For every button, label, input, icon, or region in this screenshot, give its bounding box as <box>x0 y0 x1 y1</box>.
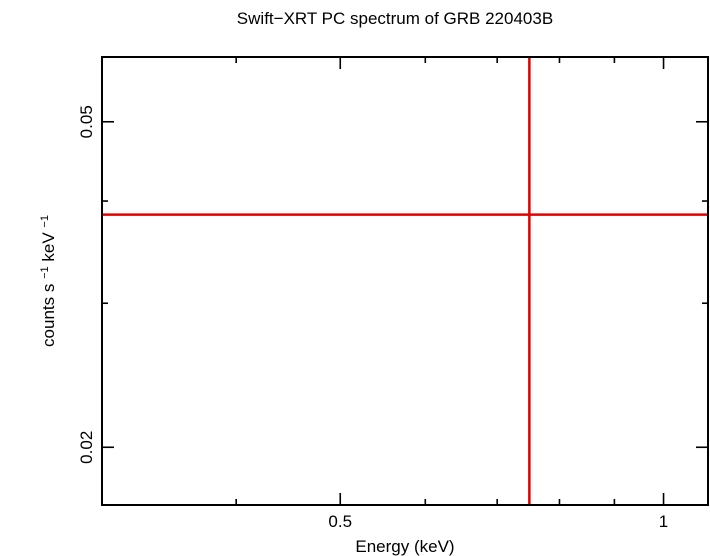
x-axis-label: Energy (keV) <box>355 537 454 556</box>
y-axis-label-mid: keV <box>39 232 58 262</box>
y-axis-label-sup2: −1 <box>39 215 51 228</box>
chart-title: Swift−XRT PC spectrum of GRB 220403B <box>237 9 553 28</box>
y-axis-label-main: counts s <box>39 284 58 347</box>
tick-labels: 0.5 1 0.02 0.05 <box>77 105 668 531</box>
data-series <box>102 57 708 505</box>
x-tick-label: 1 <box>659 512 668 531</box>
y-tick-label: 0.02 <box>77 431 96 464</box>
axis-ticks <box>102 57 708 505</box>
plot-frame <box>101 56 709 506</box>
y-tick-label: 0.05 <box>77 105 96 138</box>
y-axis-label-sup1: −1 <box>39 266 51 279</box>
y-axis-label: counts s −1 keV −1 <box>39 215 58 347</box>
x-tick-label: 0.5 <box>328 512 352 531</box>
